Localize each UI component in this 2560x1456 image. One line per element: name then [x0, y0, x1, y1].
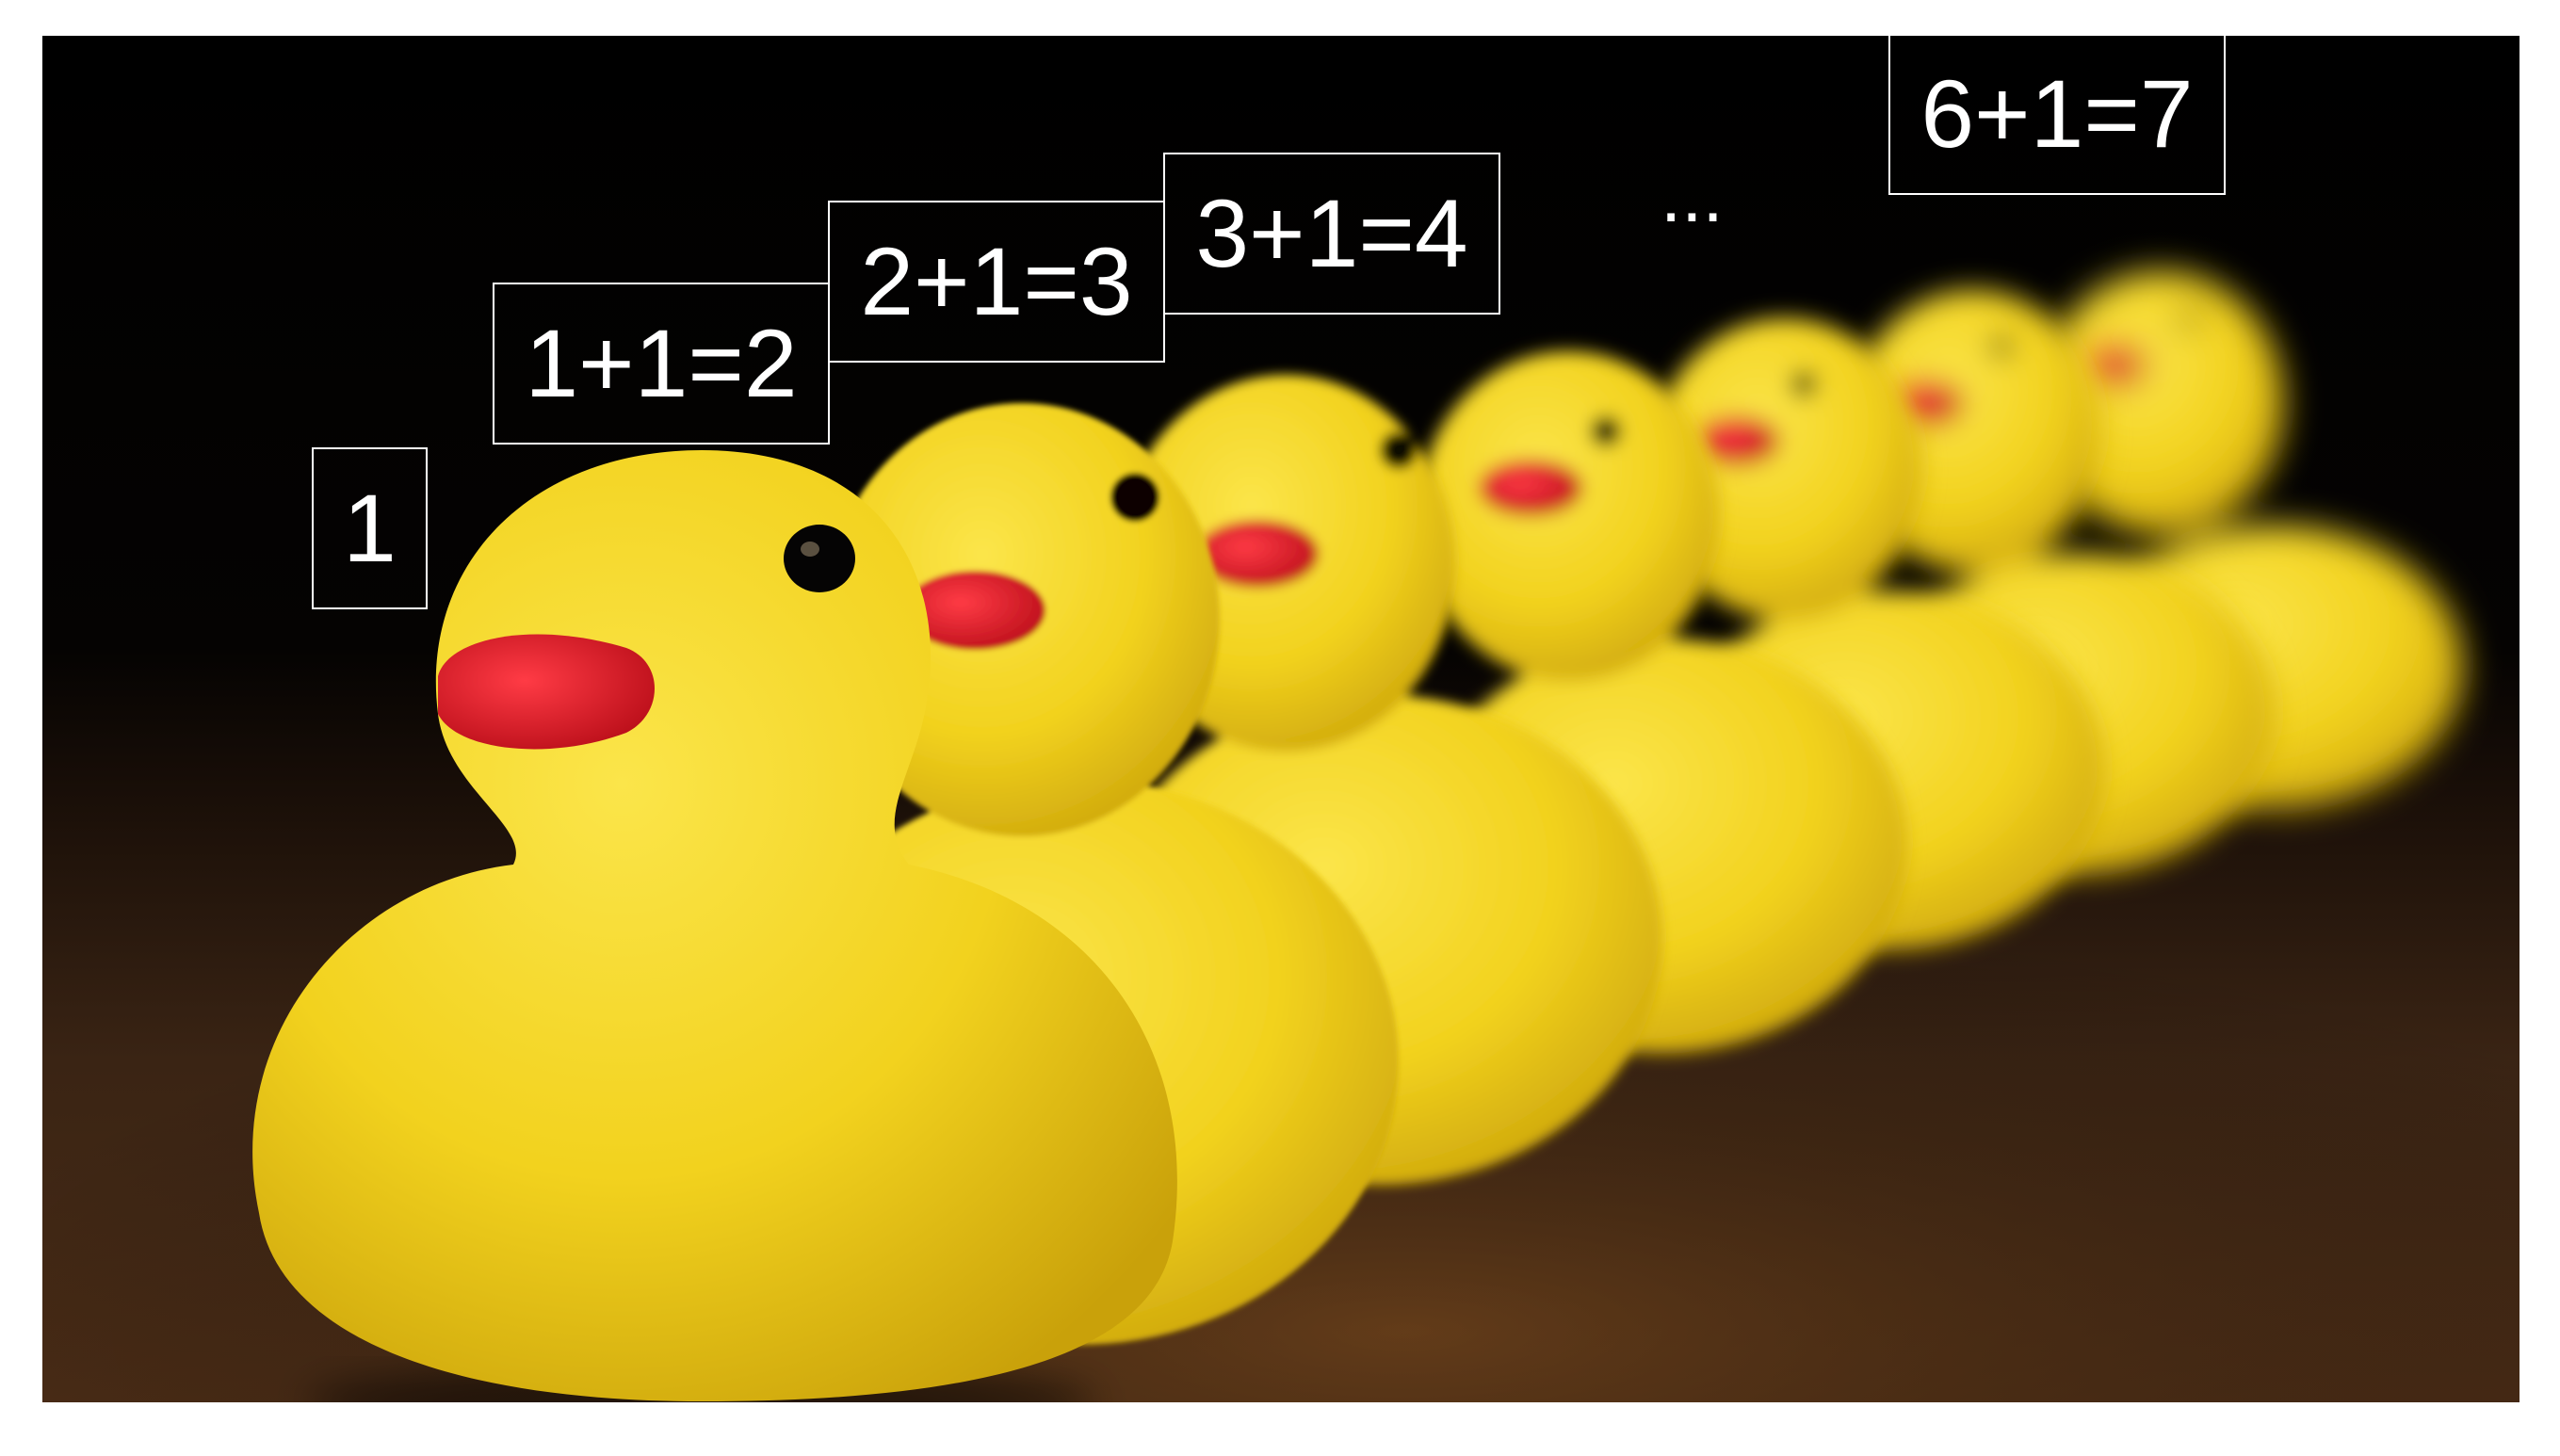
label-duck-1: 1 [312, 447, 428, 609]
label-duck-4: 3+1=4 [1163, 153, 1500, 315]
label-duck-2-text: 1+1=2 [525, 310, 798, 417]
duck-1 [252, 450, 1177, 1402]
rubber-ducks-photo [42, 36, 2519, 1402]
label-duck-7: 6+1=7 [1888, 36, 2226, 195]
label-duck-1-text: 1 [343, 475, 397, 582]
photo-frame: 1 1+1=2 2+1=3 3+1=4 ... 6+1=7 [42, 36, 2519, 1402]
label-duck-4-text: 3+1=4 [1195, 180, 1468, 287]
ellipsis-text: ... [1661, 154, 1724, 237]
label-duck-7-text: 6+1=7 [1920, 60, 2194, 168]
label-duck-2: 1+1=2 [493, 283, 830, 445]
label-duck-3: 2+1=3 [828, 201, 1165, 363]
duck-1-beak [438, 634, 655, 750]
duck-1-eye [784, 525, 855, 592]
ellipsis-label: ... [1661, 158, 1724, 234]
label-duck-3-text: 2+1=3 [860, 228, 1133, 335]
